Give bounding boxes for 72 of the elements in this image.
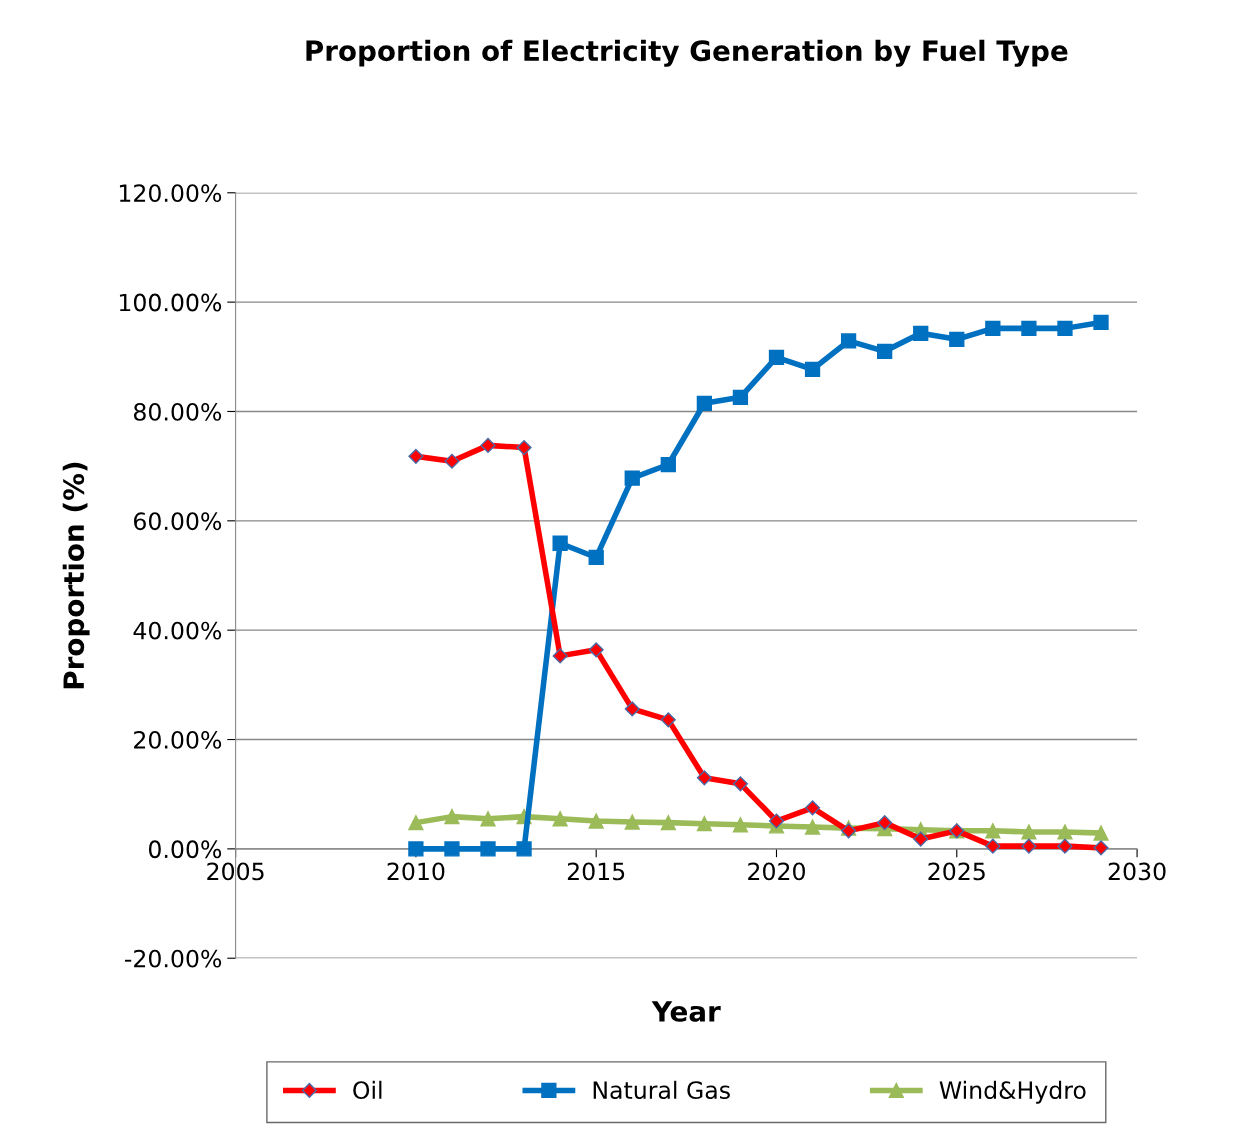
y-axis-title: Proportion (%) — [62, 462, 90, 689]
y-tick-label: 20.00% — [134, 730, 222, 749]
point — [660, 712, 676, 728]
point — [732, 776, 748, 792]
point — [408, 448, 424, 464]
point — [408, 841, 424, 857]
point — [696, 770, 712, 786]
legend-label: Wind&Hydro — [939, 1080, 1086, 1104]
x-tick-label: 2025 — [928, 862, 985, 881]
point — [588, 813, 604, 829]
point — [949, 331, 965, 347]
point — [696, 395, 713, 411]
point — [480, 841, 496, 857]
y-tick-label: 80.00% — [133, 402, 222, 421]
x-tick-label: 2005 — [207, 862, 264, 881]
y-tick-label: 40.00% — [133, 621, 222, 640]
point — [588, 549, 604, 566]
point — [1093, 840, 1109, 856]
y-tick-label: 0.00% — [148, 840, 222, 859]
point — [408, 814, 424, 831]
chart-title: Proportion of Electricity Generation by Fuel Type — [306, 39, 1068, 67]
point — [768, 349, 785, 365]
point — [1093, 314, 1109, 330]
point — [1021, 824, 1037, 840]
point — [660, 456, 676, 473]
x-tick-label: 2015 — [567, 862, 625, 881]
point — [913, 325, 929, 341]
point — [624, 814, 640, 830]
point — [985, 838, 1001, 854]
point — [480, 811, 496, 827]
point — [840, 333, 857, 349]
x-axis-title: Year — [651, 1001, 721, 1022]
point — [732, 389, 749, 405]
point — [696, 816, 713, 832]
x-tick-label: 2030 — [1108, 862, 1166, 881]
y-tick-label: 60.00% — [134, 512, 222, 531]
point — [877, 815, 893, 831]
point — [804, 800, 821, 816]
point — [624, 470, 640, 486]
point — [804, 819, 821, 835]
point — [1021, 320, 1037, 337]
point — [1021, 838, 1037, 854]
point — [480, 437, 496, 453]
point — [444, 841, 460, 857]
point — [660, 814, 676, 831]
y-tick-label: 100.00% — [119, 293, 222, 312]
y-tick-label: -20.00% — [125, 949, 222, 968]
point — [516, 439, 532, 456]
point — [516, 841, 532, 857]
point — [985, 320, 1001, 337]
legend-label: Oil — [353, 1080, 382, 1100]
point — [1057, 838, 1073, 854]
point — [732, 817, 749, 833]
point — [552, 535, 568, 551]
y-tick-label: 120.00% — [119, 184, 222, 203]
legend-label: Natural Gas — [593, 1080, 730, 1100]
x-tick-label: 2010 — [387, 862, 445, 881]
point — [804, 361, 821, 378]
point — [877, 343, 893, 359]
point — [985, 823, 1001, 839]
x-tick-label: 2020 — [748, 862, 805, 881]
point — [624, 701, 640, 717]
point — [552, 648, 568, 664]
point — [768, 813, 785, 829]
point — [1057, 320, 1073, 337]
point — [444, 453, 460, 469]
point — [552, 811, 568, 827]
point — [588, 642, 604, 658]
point — [1057, 824, 1073, 840]
point — [913, 831, 929, 847]
point — [1093, 825, 1109, 841]
point — [444, 808, 460, 825]
